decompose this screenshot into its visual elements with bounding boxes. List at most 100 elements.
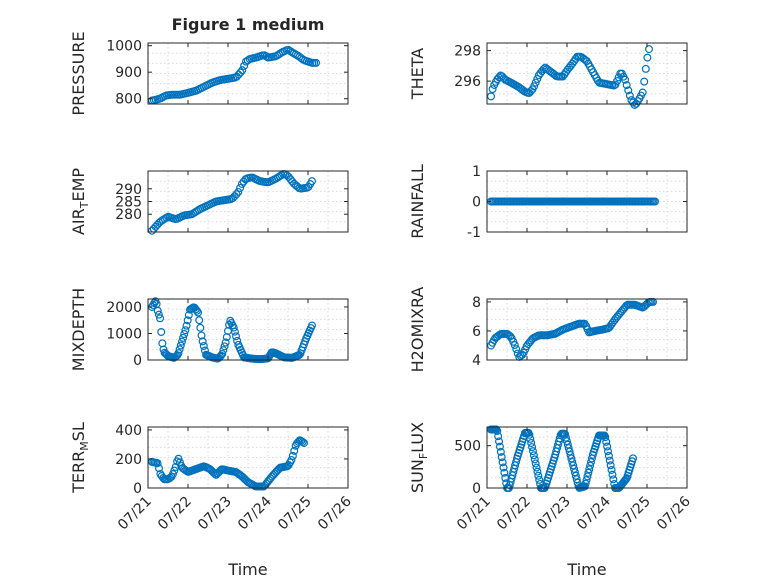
- data-point: [582, 476, 591, 485]
- data-point: [174, 349, 183, 358]
- data-point: [499, 463, 508, 472]
- data-point: [277, 171, 286, 180]
- panel-theta: 296 298 THETA: [408, 42, 688, 109]
- x-tick-label: 07/25: [614, 494, 654, 534]
- x-tick-label: 07/24: [574, 493, 614, 533]
- data-point: [154, 310, 163, 319]
- data-point: [584, 468, 593, 477]
- data-point: [525, 430, 534, 439]
- data-point: [198, 337, 207, 346]
- data-point: [153, 459, 162, 468]
- data-point: [219, 346, 228, 355]
- y-tick-label: 298: [454, 44, 481, 60]
- panel-mixdepth-ylabel: MIXDEPTH: [69, 288, 88, 371]
- data-point: [240, 61, 249, 70]
- y-tick-label: 290: [115, 182, 142, 198]
- data-point: [532, 463, 541, 472]
- data-point: [175, 345, 184, 354]
- data-point: [640, 77, 649, 86]
- y-tick-label: 400: [115, 423, 142, 439]
- y-tick-label: 200: [115, 452, 142, 468]
- data-point: [613, 76, 622, 85]
- data-point: [622, 81, 631, 90]
- data-point: [295, 350, 304, 359]
- data-point: [609, 475, 618, 484]
- y-tick-label: 900: [115, 65, 142, 81]
- data-point: [500, 468, 509, 477]
- panel-theta-ylabel: THETA: [408, 48, 427, 100]
- y-tick-label: 0: [472, 195, 481, 211]
- y-tick-label: 1000: [106, 326, 142, 342]
- data-point: [621, 75, 630, 84]
- data-point: [229, 323, 238, 332]
- data-point: [587, 458, 596, 467]
- data-point: [153, 306, 162, 315]
- data-point: [290, 446, 299, 455]
- data-point: [300, 438, 309, 447]
- data-point: [195, 316, 204, 325]
- data-point: [529, 451, 538, 460]
- y-tick-label: 296: [454, 74, 481, 90]
- data-point: [535, 475, 544, 484]
- figure-title: Figure 1 medium: [172, 15, 325, 34]
- data-point: [308, 177, 317, 186]
- data-point: [602, 437, 611, 446]
- y-tick-label: 1000: [106, 39, 142, 55]
- data-point: [581, 479, 590, 488]
- data-point: [298, 437, 307, 446]
- y-tick-label: 280: [115, 207, 142, 223]
- data-point: [601, 433, 610, 442]
- data-point: [168, 470, 177, 479]
- y-tick-label: 8: [472, 295, 481, 311]
- data-point: [527, 438, 536, 447]
- y-tick-label: 0: [472, 481, 481, 497]
- data-point: [181, 326, 190, 335]
- data-point: [607, 465, 616, 474]
- data-point: [182, 321, 191, 330]
- data-point: [603, 442, 612, 451]
- x-tick-label: 07/24: [235, 493, 275, 533]
- data-point: [638, 88, 647, 97]
- data-point: [232, 190, 241, 199]
- panel-terr-msl: 0 200 400 07/21 07/22 07/23 07/24 07/25 07/26 TER…: [69, 422, 355, 579]
- data-point: [176, 341, 185, 350]
- y-tick-label: 6: [472, 324, 481, 340]
- y-tick-label: 4: [472, 353, 481, 369]
- y-tick-label: 800: [115, 92, 142, 108]
- panel-h2omixra: 4 6 8 H2OMIXRA: [408, 287, 688, 372]
- data-point: [606, 461, 615, 470]
- data-point: [494, 432, 503, 441]
- data-point: [530, 82, 539, 91]
- data-point: [287, 455, 296, 464]
- y-tick-label: 1: [472, 164, 481, 180]
- x-tick-label: 07/22: [155, 494, 195, 534]
- data-point: [512, 345, 521, 354]
- data-point: [583, 472, 592, 481]
- data-point: [493, 427, 502, 436]
- data-point: [154, 464, 163, 473]
- data-point: [236, 68, 245, 77]
- data-point: [221, 338, 230, 347]
- panel-mixdepth: 0 1000 2000 MIXDEPTH: [69, 288, 349, 371]
- data-point: [611, 80, 620, 89]
- data-point: [608, 470, 617, 479]
- data-point: [183, 316, 192, 325]
- data-point: [643, 53, 652, 62]
- data-point: [526, 434, 535, 443]
- x-axis-label: Time: [227, 560, 267, 579]
- x-tick-label: 07/25: [275, 494, 315, 534]
- data-point: [157, 327, 166, 336]
- data-point: [180, 330, 189, 339]
- data-point: [177, 337, 186, 346]
- data-point: [628, 454, 637, 463]
- data-point: [308, 321, 317, 330]
- panel-sun-flux: 0 500 07/21 07/22 07/23 07/24 07/25 07/26 SUNFLU…: [408, 422, 694, 579]
- data-point: [603, 447, 612, 456]
- panel-rainfall: -1 0 1 RAINFALL: [408, 164, 688, 241]
- data-point: [528, 443, 537, 452]
- data-point: [644, 45, 653, 54]
- data-point: [488, 85, 497, 94]
- y-tick-label: 0: [133, 353, 142, 369]
- data-point: [238, 66, 247, 75]
- data-point: [487, 92, 496, 101]
